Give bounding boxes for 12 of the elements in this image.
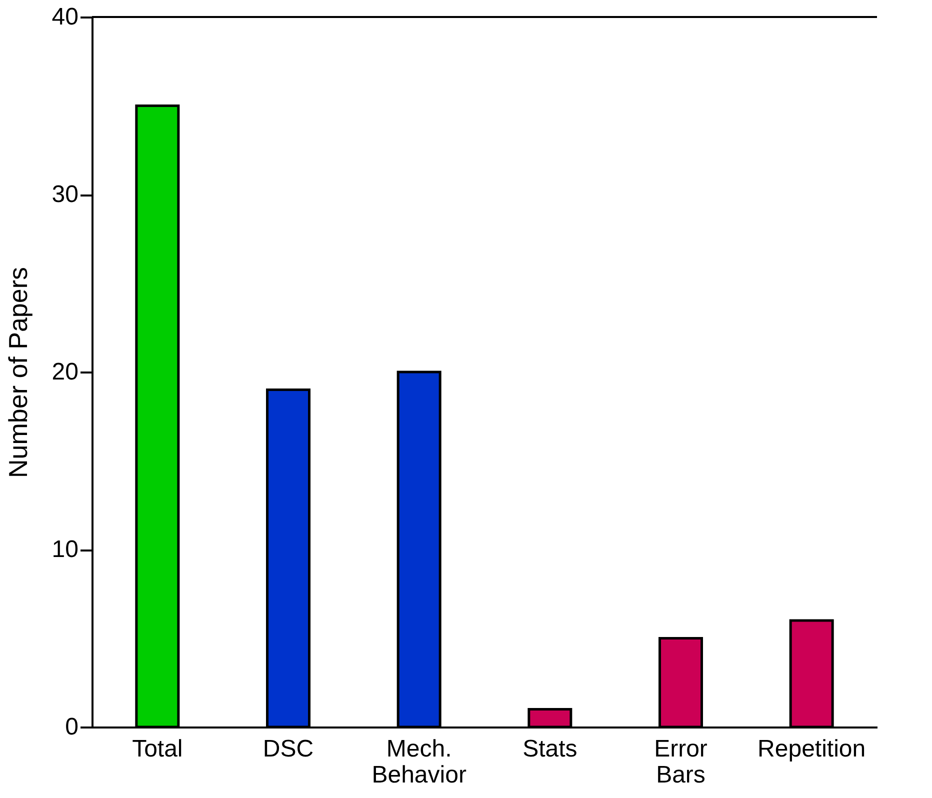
y-tick-label: 0 bbox=[65, 714, 78, 740]
y-tick-label: 20 bbox=[52, 358, 78, 386]
x-tick-label: Mech. Behavior bbox=[372, 736, 466, 788]
x-tick-label: Total bbox=[132, 736, 183, 762]
x-tick-label: DSC bbox=[262, 736, 314, 762]
x-tick-label: Stats bbox=[522, 736, 578, 762]
x-tick-label: Error Bars bbox=[654, 736, 708, 788]
x-tick-label: Repetition bbox=[758, 736, 866, 762]
y-tick-label: 40 bbox=[52, 4, 78, 30]
y-tick-label: 10 bbox=[52, 536, 78, 563]
y-tick-label: 30 bbox=[52, 181, 78, 208]
y-axis-title: Number of Papers bbox=[2, 267, 33, 478]
